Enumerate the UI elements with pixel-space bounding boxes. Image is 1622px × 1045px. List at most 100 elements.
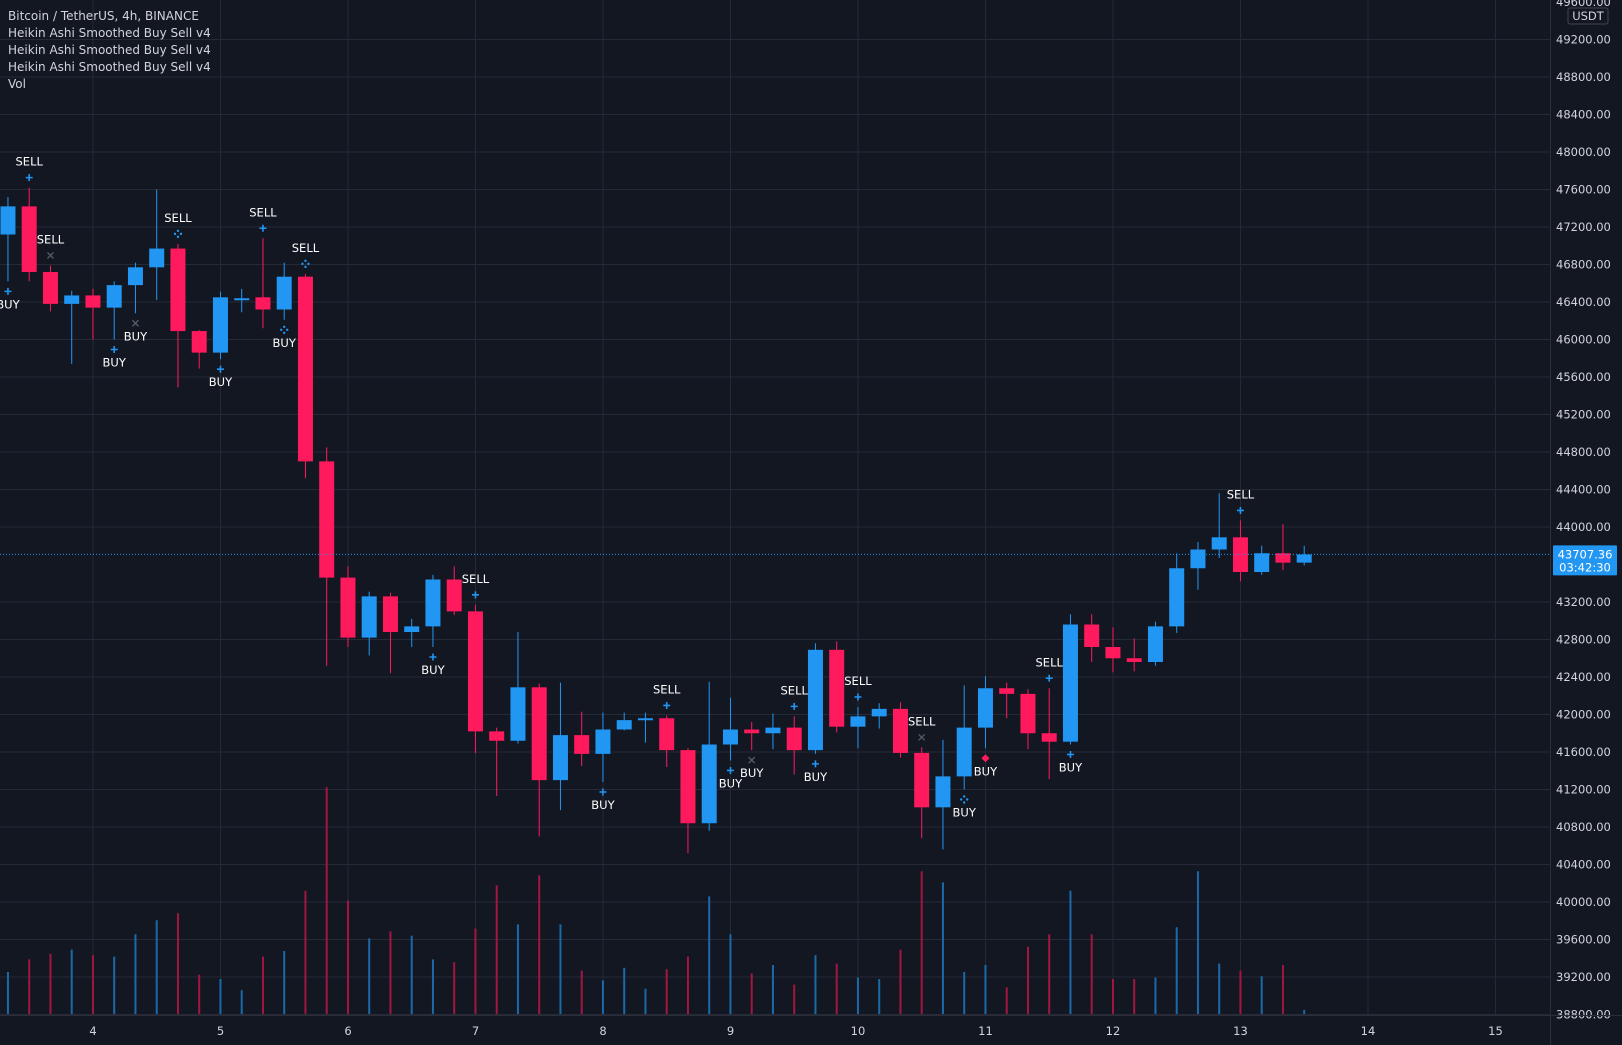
candle (64, 290, 80, 364)
time-tick-label: 8 (599, 1024, 606, 1038)
price-tick-label: 41600.00 (1556, 745, 1611, 759)
sell-signal: SELL (462, 572, 490, 599)
signal-plus-icon (4, 287, 12, 295)
sell-label: SELL (37, 232, 65, 246)
price-tick-label: 49600.00 (1556, 0, 1611, 9)
price-tick-label: 46400.00 (1556, 295, 1611, 309)
candle-body (234, 298, 250, 301)
candle (149, 189, 165, 301)
candle-body (977, 688, 993, 728)
candle (999, 682, 1015, 719)
candle (234, 288, 250, 313)
signal-plus-icon (110, 346, 118, 353)
candle-body (340, 577, 356, 638)
time-tick-label: 9 (727, 1024, 734, 1038)
sell-label: SELL (653, 682, 681, 696)
buy-label: BUY (953, 806, 977, 820)
candle (977, 676, 993, 749)
symbol-title[interactable]: Bitcoin / TetherUS, 4h, BINANCE (8, 9, 199, 23)
signal-dot (966, 798, 969, 801)
candle-body (467, 611, 483, 732)
candle (127, 262, 143, 314)
candle (871, 703, 887, 729)
price-tick-label: 43200.00 (1556, 595, 1611, 609)
buy-label: BUY (421, 663, 445, 677)
candle-body (382, 596, 398, 632)
sell-signal: SELL (292, 241, 320, 269)
sell-label: SELL (908, 714, 936, 728)
buy-signal: BUY (804, 760, 828, 784)
signal-plus-icon (429, 653, 437, 661)
sell-signal: SELL (16, 155, 43, 182)
candle (1084, 614, 1100, 662)
candle-body (595, 729, 611, 754)
candle (1275, 524, 1291, 571)
candle-body (999, 688, 1015, 694)
candle-body (935, 776, 951, 808)
candle-body (786, 727, 802, 751)
candle-body (744, 729, 760, 734)
candle-body (361, 596, 377, 638)
candle (765, 713, 781, 750)
sell-signal: SELL (249, 205, 277, 232)
buy-label: BUY (103, 356, 127, 370)
candle-body (191, 331, 207, 353)
price-tick-label: 38800.00 (1556, 1008, 1611, 1022)
candle-body (850, 716, 866, 727)
signal-x-icon (131, 319, 139, 327)
price-tick-label: 39600.00 (1556, 933, 1611, 947)
candle (552, 682, 568, 811)
last-price-tag (1553, 545, 1617, 576)
price-tick-label: 42400.00 (1556, 670, 1611, 684)
buy-label: BUY (591, 798, 615, 812)
candle-body (680, 750, 696, 824)
candle-body (149, 248, 165, 268)
signal-plus-icon (1236, 506, 1244, 514)
candles-layer (0, 187, 1312, 854)
buy-label: BUY (0, 297, 21, 311)
signal-dot (176, 235, 180, 239)
candle-body (1190, 549, 1206, 569)
indicator-label[interactable]: Heikin Ashi Smoothed Buy Sell v4 (8, 60, 211, 74)
signal-dot (307, 262, 310, 266)
candle-body (127, 267, 143, 286)
signal-plus-icon (1066, 751, 1074, 758)
signal-plus-icon (811, 760, 819, 768)
buy-signal: BUY (124, 319, 148, 343)
indicator-label[interactable]: Vol (8, 77, 26, 91)
candle-body (1296, 554, 1312, 563)
time-tick-label: 15 (1488, 1024, 1503, 1038)
candle-body (1084, 624, 1100, 647)
signal-dot (283, 331, 286, 335)
signal-dot (173, 232, 177, 236)
candle (1105, 627, 1121, 673)
indicator-label[interactable]: Heikin Ashi Smoothed Buy Sell v4 (8, 43, 211, 57)
signal-dot (280, 328, 283, 332)
indicator-label[interactable]: Heikin Ashi Smoothed Buy Sell v4 (8, 26, 211, 40)
candle (1169, 553, 1185, 633)
candle (212, 291, 228, 360)
candle (659, 715, 675, 767)
candle (106, 281, 122, 340)
signal-plus-icon (259, 224, 267, 232)
buy-signal: BUY (209, 365, 233, 389)
candle (21, 187, 37, 282)
candle-body (85, 295, 101, 308)
time-axis[interactable]: 4 5 6 7 8 9 10 11 12 13 14 15 (0, 1015, 1622, 1039)
candle (850, 707, 866, 749)
buy-signal: BUY (0, 287, 21, 311)
buy-label: BUY (719, 776, 743, 790)
candle (255, 238, 271, 329)
price-tick-label: 42800.00 (1556, 633, 1611, 647)
buy-label: BUY (1059, 761, 1083, 775)
signal-dot (176, 229, 180, 233)
candle (595, 712, 611, 782)
price-axis[interactable]: 49200.00 48800.00 48400.00 48000.00 47600.00… (1550, 0, 1618, 1045)
sell-signal: SELL (781, 683, 808, 710)
candle (319, 447, 335, 666)
candle-body (1169, 568, 1185, 627)
candle (956, 685, 972, 790)
candle-body (1105, 647, 1121, 659)
candle (935, 739, 951, 850)
